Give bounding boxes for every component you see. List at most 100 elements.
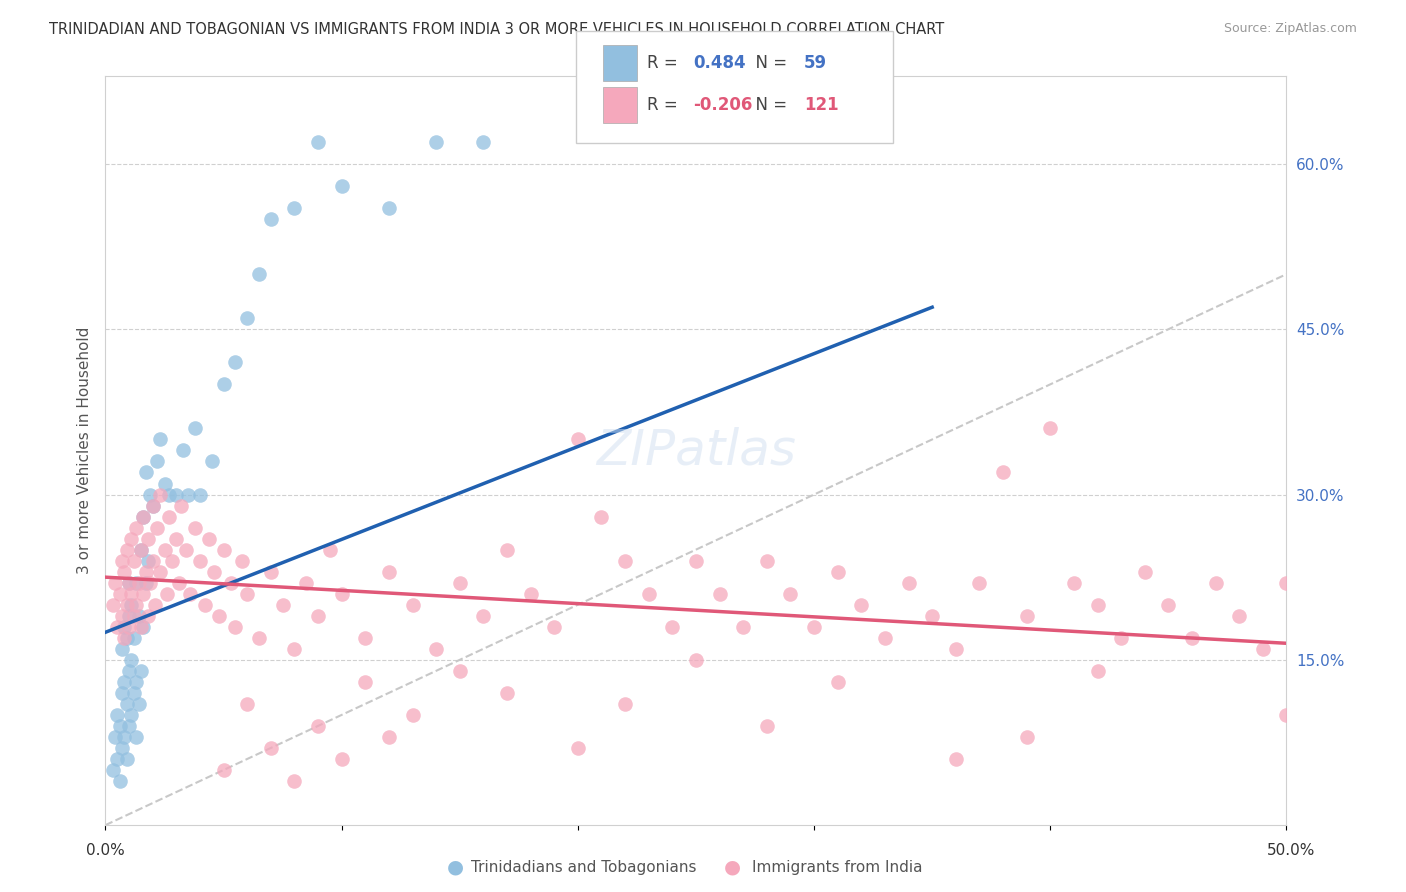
Point	[827, 674, 849, 689]
Point	[1087, 598, 1109, 612]
Point	[139, 575, 162, 590]
Point	[1157, 598, 1180, 612]
Point	[129, 620, 152, 634]
Point	[330, 587, 353, 601]
Point	[224, 620, 246, 634]
Text: 0.484: 0.484	[693, 54, 745, 72]
Point	[104, 575, 127, 590]
Point	[142, 499, 165, 513]
Point	[108, 774, 131, 789]
Point	[105, 707, 128, 722]
Point	[685, 653, 707, 667]
Point	[1087, 664, 1109, 678]
Point	[139, 487, 162, 501]
Text: 0.0%: 0.0%	[86, 843, 125, 858]
Point	[755, 554, 778, 568]
Point	[425, 641, 447, 656]
Point	[129, 664, 152, 678]
Point	[1133, 565, 1156, 579]
Point	[921, 608, 943, 623]
Point	[112, 565, 135, 579]
Point	[179, 587, 201, 601]
Point	[132, 620, 155, 634]
Point	[614, 697, 637, 711]
Point	[449, 575, 471, 590]
Point	[188, 487, 211, 501]
Text: N =: N =	[745, 54, 793, 72]
Point	[449, 664, 471, 678]
Point	[188, 554, 211, 568]
Point	[354, 631, 377, 645]
Point	[108, 719, 131, 733]
Point	[167, 575, 190, 590]
Point	[120, 653, 142, 667]
Point	[136, 554, 159, 568]
Text: R =: R =	[647, 96, 683, 114]
Point	[115, 542, 138, 557]
Point	[307, 135, 329, 149]
Point	[157, 509, 180, 524]
Point	[132, 509, 155, 524]
Point	[378, 730, 401, 744]
Point	[637, 587, 659, 601]
Point	[111, 741, 134, 756]
Point	[1227, 608, 1250, 623]
Point	[142, 499, 165, 513]
Point	[135, 575, 157, 590]
Point	[118, 719, 141, 733]
Point	[851, 598, 873, 612]
Point	[969, 575, 991, 590]
Point	[472, 608, 495, 623]
Text: 59: 59	[804, 54, 827, 72]
Point	[803, 620, 825, 634]
Point	[496, 686, 519, 700]
Point	[827, 565, 849, 579]
Point	[543, 620, 565, 634]
Point	[129, 542, 152, 557]
Point	[125, 575, 148, 590]
Point	[104, 730, 127, 744]
Text: Source: ZipAtlas.com: Source: ZipAtlas.com	[1223, 22, 1357, 36]
Point	[108, 587, 131, 601]
Point	[283, 641, 305, 656]
Point	[1275, 575, 1298, 590]
Point	[115, 752, 138, 766]
Point	[945, 752, 967, 766]
Point	[101, 598, 124, 612]
Point	[156, 587, 179, 601]
Point	[174, 542, 197, 557]
Text: -0.206: -0.206	[693, 96, 752, 114]
Text: ●: ●	[447, 857, 464, 877]
Point	[105, 620, 128, 634]
Point	[184, 520, 207, 534]
Point	[122, 686, 145, 700]
Point	[873, 631, 896, 645]
Point	[219, 575, 242, 590]
Point	[136, 532, 159, 546]
Point	[519, 587, 541, 601]
Point	[128, 697, 150, 711]
Point	[112, 674, 135, 689]
Point	[1109, 631, 1132, 645]
Point	[143, 598, 166, 612]
Point	[271, 598, 294, 612]
Point	[125, 598, 148, 612]
Point	[111, 608, 134, 623]
Point	[165, 532, 187, 546]
Point	[146, 454, 169, 468]
Text: N =: N =	[745, 96, 793, 114]
Point	[319, 542, 342, 557]
Point	[101, 763, 124, 777]
Point	[160, 554, 183, 568]
Point	[212, 763, 235, 777]
Point	[157, 487, 180, 501]
Point	[1251, 641, 1274, 656]
Point	[146, 520, 169, 534]
Point	[1039, 421, 1062, 435]
Point	[118, 620, 141, 634]
Point	[170, 499, 193, 513]
Point	[567, 741, 589, 756]
Point	[614, 554, 637, 568]
Point	[111, 686, 134, 700]
Point	[115, 697, 138, 711]
